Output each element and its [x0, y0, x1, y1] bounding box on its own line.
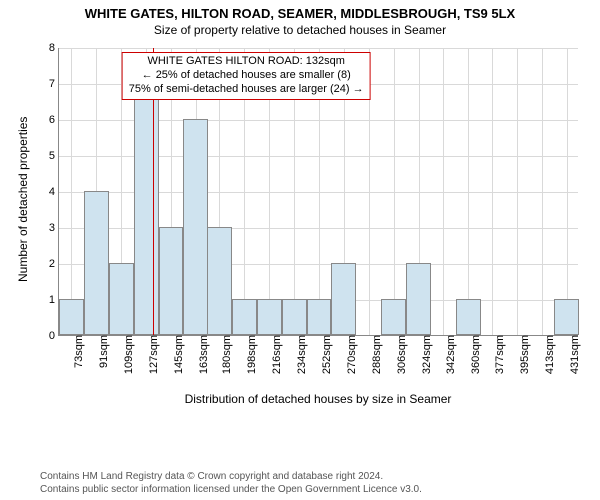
chart-container: 0 1 2 3 4 5 6 7 8 73sqm 91sqm 109sqm 127sqm 145sqm 163…	[0, 40, 600, 420]
x-tick-label: 163sqm	[196, 335, 210, 374]
annotation-line1: WHITE GATES HILTON ROAD: 132sqm	[129, 55, 364, 69]
annotation-line3: 75% of semi-detached houses are larger (…	[129, 83, 364, 97]
x-tick-label: 342sqm	[443, 335, 457, 374]
x-tick-label: 306sqm	[394, 335, 408, 374]
x-tick-label: 127sqm	[146, 335, 160, 374]
x-axis-label: Distribution of detached houses by size …	[58, 392, 578, 406]
grid-line-v	[443, 48, 444, 335]
bar	[307, 299, 332, 335]
x-tick-label: 395sqm	[517, 335, 531, 374]
y-tick-label: 1	[49, 294, 59, 306]
y-tick-label: 4	[49, 186, 59, 198]
bar	[232, 299, 257, 335]
y-axis-label: Number of detached properties	[16, 117, 30, 282]
bar	[207, 227, 232, 335]
bar	[554, 299, 579, 335]
bar	[134, 83, 159, 335]
bar	[331, 263, 356, 335]
page-title-line1: WHITE GATES, HILTON ROAD, SEAMER, MIDDLE…	[0, 0, 600, 21]
grid-line-v	[71, 48, 72, 335]
y-tick-label: 3	[49, 222, 59, 234]
y-tick-label: 2	[49, 258, 59, 270]
x-tick-label: 216sqm	[269, 335, 283, 374]
bar	[456, 299, 481, 335]
grid-line-v	[394, 48, 395, 335]
x-tick-label: 288sqm	[369, 335, 383, 374]
y-tick-label: 0	[49, 330, 59, 342]
x-tick-label: 377sqm	[492, 335, 506, 374]
attribution-line1: Contains HM Land Registry data © Crown c…	[40, 471, 600, 484]
y-tick-label: 7	[49, 78, 59, 90]
annotation-box: WHITE GATES HILTON ROAD: 132sqm← 25% of …	[122, 52, 371, 99]
y-tick-label: 5	[49, 150, 59, 162]
bar	[282, 299, 307, 335]
grid-line-v	[542, 48, 543, 335]
x-tick-label: 413sqm	[542, 335, 556, 374]
x-tick-label: 431sqm	[567, 335, 581, 374]
bar	[406, 263, 431, 335]
bar	[159, 227, 184, 335]
x-tick-label: 234sqm	[294, 335, 308, 374]
bar	[381, 299, 406, 335]
x-tick-label: 145sqm	[171, 335, 185, 374]
bar	[109, 263, 134, 335]
x-tick-label: 252sqm	[319, 335, 333, 374]
attribution-line2: Contains public sector information licen…	[40, 484, 600, 497]
x-tick-label: 73sqm	[71, 335, 85, 368]
x-tick-label: 270sqm	[344, 335, 358, 374]
grid-line-v	[567, 48, 568, 335]
x-tick-label: 360sqm	[468, 335, 482, 374]
grid-line-v	[468, 48, 469, 335]
attribution-block: Contains HM Land Registry data © Crown c…	[0, 471, 600, 496]
plot-area: 01234567873sqm91sqm109sqm127sqm145sqm163…	[58, 48, 578, 336]
x-tick-label: 324sqm	[419, 335, 433, 374]
grid-line-v	[517, 48, 518, 335]
bar	[257, 299, 282, 335]
x-tick-label: 91sqm	[96, 335, 110, 368]
x-tick-label: 198sqm	[244, 335, 258, 374]
y-tick-label: 6	[49, 114, 59, 126]
page-title-line2: Size of property relative to detached ho…	[0, 21, 600, 37]
bar	[183, 119, 208, 335]
bar	[59, 299, 84, 335]
annotation-line2: ← 25% of detached houses are smaller (8)	[129, 69, 364, 83]
x-tick-label: 109sqm	[121, 335, 135, 374]
y-tick-label: 8	[49, 42, 59, 54]
bar	[84, 191, 109, 335]
grid-line-v	[492, 48, 493, 335]
x-tick-label: 180sqm	[219, 335, 233, 374]
